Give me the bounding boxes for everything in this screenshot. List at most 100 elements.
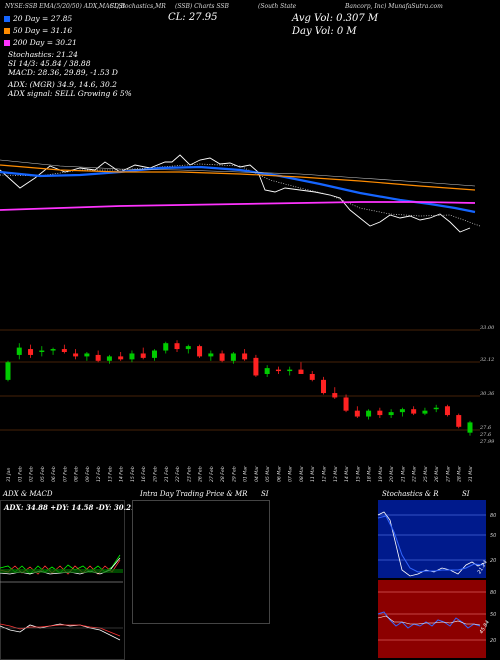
- date-label: 27 Mar: [445, 465, 451, 482]
- stochastics-title: Stochastics & R: [382, 490, 439, 498]
- candle-body: [433, 407, 439, 410]
- macd-line: [0, 623, 121, 641]
- candle-body: [264, 368, 270, 374]
- ema20-label: 20 Day = 27.85: [13, 14, 73, 23]
- date-label: 05 Feb: [40, 466, 46, 482]
- date-label: 02 Feb: [29, 466, 35, 482]
- rsi-signal-line: [377, 615, 481, 626]
- candle-body: [343, 397, 349, 411]
- candle-body: [95, 354, 101, 361]
- date-label: 07 Feb: [62, 466, 68, 482]
- ema100-line: [0, 159, 476, 187]
- price-label-1: 32.12: [480, 357, 495, 363]
- price-chart: [0, 154, 481, 436]
- ema-lines: [0, 154, 481, 233]
- ema50-line: [0, 164, 476, 191]
- candle-body: [61, 349, 67, 352]
- candle-body: [174, 343, 180, 350]
- price-label-4: 27.6: [480, 432, 492, 438]
- candles: [5, 340, 473, 436]
- date-label: 28 Mar: [457, 465, 463, 482]
- intraday-si: SI: [261, 490, 269, 498]
- adx-values: ADX: 34.88 +DY: 14.58 -DY: 30.21: [4, 503, 136, 512]
- candle-body: [377, 410, 383, 416]
- candle-body: [106, 356, 112, 361]
- date-label: 05 Mar: [265, 465, 271, 482]
- candle-body: [28, 349, 34, 355]
- date-label: 06 Feb: [51, 466, 57, 482]
- date-label: 14 Feb: [119, 466, 125, 482]
- candle-body: [298, 369, 304, 374]
- candle-body: [242, 353, 248, 360]
- ema50-swatch: [4, 28, 10, 34]
- intraday-title: Intra Day Trading Price & MR: [140, 490, 248, 498]
- candle-body: [366, 410, 372, 417]
- date-label: 08 Mar: [299, 465, 305, 482]
- candle-body: [185, 346, 191, 350]
- ema50-label: 50 Day = 31.16: [13, 26, 73, 35]
- date-label: 11 Mar: [310, 465, 316, 482]
- candle-body: [84, 353, 90, 357]
- candle-body: [151, 350, 157, 358]
- date-label: 09 Feb: [85, 466, 91, 482]
- candle-body: [332, 393, 338, 398]
- rsi-axis-80: 80: [490, 590, 496, 596]
- avg-volume-label: Avg Vol: 0.307 M: [292, 13, 379, 24]
- candle-body: [422, 410, 428, 414]
- adx-signal-text: ADX signal: SELL Growing 6 5%: [8, 89, 132, 98]
- price-label-2: 30.36: [480, 391, 495, 397]
- adx-band: [0, 569, 123, 573]
- date-label: 25 Mar: [423, 465, 429, 482]
- candle-body: [208, 353, 214, 357]
- candle-body: [163, 343, 169, 351]
- candle-body: [230, 353, 236, 361]
- adx-panel: [0, 500, 125, 660]
- macd-text: MACD: 28.36, 29.89, -1.53 D: [8, 68, 118, 77]
- candle-body: [321, 379, 327, 394]
- legend-ema20: 20 Day = 27.85: [4, 14, 72, 23]
- date-label: 26 Mar: [434, 465, 440, 482]
- candle-body: [5, 362, 11, 380]
- candle-body: [399, 409, 405, 413]
- price-gridlines: [0, 329, 480, 431]
- close-price-label: CL: 27.95: [168, 12, 218, 23]
- adx-text: ADX: (MGR) 34.9, 14.6, 30.2: [8, 80, 117, 89]
- date-label: 04 Mar: [254, 465, 260, 482]
- candle-body: [411, 409, 417, 414]
- date-label: 01 Mar: [243, 465, 249, 482]
- date-label: 21 Mar: [400, 465, 406, 482]
- date-label: 21 Feb: [164, 466, 170, 482]
- candle-body: [129, 353, 135, 360]
- ema200-line: [0, 201, 476, 211]
- price-label-5: 27.99: [480, 439, 495, 445]
- date-label: 20 Mar: [389, 465, 395, 482]
- candle-body: [309, 374, 315, 380]
- date-label: 28 Feb: [220, 466, 226, 482]
- candle-body: [50, 349, 56, 351]
- date-label: 31 Jan: [6, 468, 12, 482]
- rsi-axis-50: 50: [490, 612, 496, 618]
- date-label: 23 Feb: [186, 466, 192, 482]
- candle-body: [118, 356, 124, 360]
- date-label: 07 Mar: [288, 465, 294, 482]
- price-label-3: 27.6: [480, 425, 492, 431]
- ema200-label: 200 Day = 30.21: [13, 38, 77, 47]
- header-tags-2: SI,Stochastics,MR: [110, 3, 166, 10]
- date-label: 19 Mar: [378, 465, 384, 482]
- candle-body: [354, 410, 360, 417]
- date-label: 15 Feb: [130, 466, 136, 482]
- date-label: 12 Feb: [96, 466, 102, 482]
- stoch-axis-20: 20: [490, 558, 496, 564]
- candle-body: [16, 347, 22, 355]
- date-label: 08 Feb: [74, 466, 80, 482]
- candle-body: [444, 406, 450, 416]
- candle-body: [197, 346, 203, 357]
- candle-body: [39, 350, 45, 352]
- candle-body: [253, 357, 259, 376]
- date-label: 01 Feb: [17, 466, 23, 482]
- date-label: 13 Mar: [333, 465, 339, 482]
- date-label: 16 Feb: [141, 466, 147, 482]
- date-label: 26 Feb: [198, 466, 204, 482]
- date-label: 14 Mar: [344, 465, 350, 482]
